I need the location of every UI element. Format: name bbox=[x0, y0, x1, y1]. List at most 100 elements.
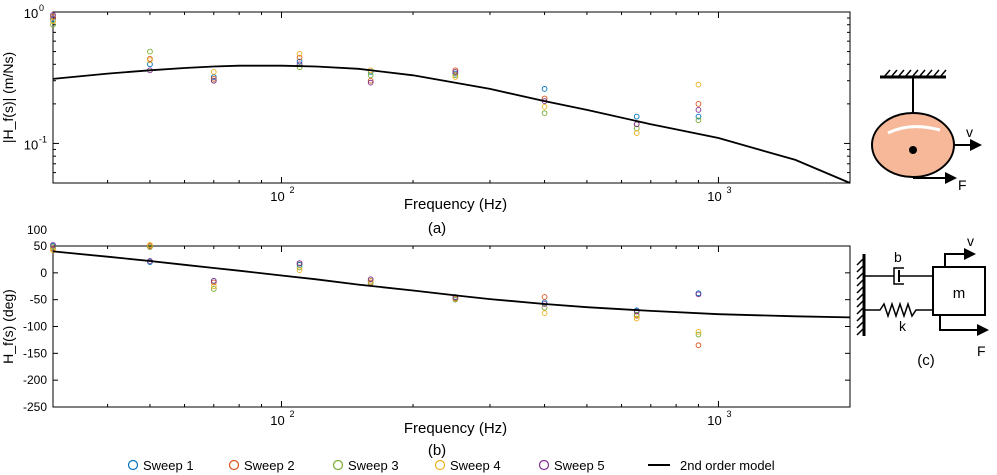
data-point bbox=[452, 70, 459, 77]
data-point bbox=[633, 130, 640, 136]
hatch-mark bbox=[932, 69, 940, 78]
y-tick-exponent: 0 bbox=[39, 3, 44, 13]
y-tick-label: -50 bbox=[30, 293, 48, 307]
x-tick-label: 10 bbox=[270, 413, 284, 428]
model-line bbox=[52, 250, 851, 319]
data-point bbox=[210, 279, 217, 286]
v-arrowhead-icon-bottom bbox=[964, 248, 976, 260]
data-point bbox=[147, 57, 153, 64]
data-point bbox=[50, 242, 56, 248]
axes-frame bbox=[52, 11, 851, 184]
data-point bbox=[147, 48, 153, 55]
data-point bbox=[50, 244, 56, 250]
hatch-mark bbox=[856, 306, 865, 315]
caption-c: (c) bbox=[917, 352, 935, 369]
mass-block bbox=[932, 266, 986, 316]
hatch-mark bbox=[856, 313, 865, 322]
wall-hatch bbox=[856, 257, 865, 336]
caption-b: (b) bbox=[428, 442, 446, 459]
data-point bbox=[210, 76, 217, 82]
data-point bbox=[633, 308, 640, 315]
f-arrow-line-bottom bbox=[939, 315, 977, 331]
legend-marker-icon bbox=[228, 459, 240, 471]
data-point bbox=[210, 77, 217, 84]
x-tick-exponent: 2 bbox=[289, 185, 294, 195]
data-point bbox=[50, 245, 56, 252]
data-point bbox=[296, 51, 303, 57]
data-point bbox=[695, 331, 702, 338]
data-point bbox=[541, 103, 548, 110]
caption-a: (a) bbox=[428, 220, 446, 237]
hatch-mark bbox=[856, 292, 865, 301]
data-point bbox=[695, 342, 702, 349]
data-point bbox=[296, 54, 303, 61]
legend-label: Sweep 5 bbox=[554, 458, 605, 473]
x-tick-exponent: 2 bbox=[289, 409, 294, 419]
x-tick-label: 10 bbox=[707, 413, 721, 428]
data-point bbox=[541, 86, 548, 92]
hatch-mark bbox=[856, 299, 865, 308]
y-axis-label: H_f(s) (deg) bbox=[0, 289, 16, 364]
attachment-point bbox=[909, 146, 917, 154]
hatch-mark bbox=[856, 327, 865, 336]
legend-label: Sweep 4 bbox=[450, 458, 501, 473]
v-arrow-line-bottom bbox=[944, 253, 964, 267]
b-label: b bbox=[894, 249, 902, 265]
y-tick-label: 0 bbox=[40, 266, 47, 280]
f-arrowhead-icon bbox=[945, 172, 957, 184]
hatch-mark bbox=[856, 278, 865, 287]
data-point bbox=[633, 315, 640, 322]
y-tick-label: -100 bbox=[23, 320, 47, 334]
mass-spring-damper-schematic: b k m v F bbox=[856, 233, 989, 359]
data-point bbox=[367, 79, 374, 86]
data-point bbox=[452, 69, 459, 75]
hatch-mark bbox=[856, 320, 865, 329]
mass-ellipse bbox=[871, 112, 955, 178]
data-point bbox=[695, 81, 702, 88]
ceiling-hatch bbox=[883, 69, 947, 78]
hatch-mark bbox=[856, 285, 865, 294]
legend-marker-icon bbox=[127, 459, 139, 471]
data-point bbox=[210, 286, 217, 292]
spring-coil bbox=[864, 301, 933, 319]
f-label-bottom: F bbox=[977, 343, 986, 359]
hatch-mark bbox=[911, 69, 919, 78]
hatch-mark bbox=[897, 69, 905, 78]
y-tick-label: -150 bbox=[23, 346, 47, 360]
data-point bbox=[541, 304, 548, 311]
data-point bbox=[695, 101, 702, 107]
m-label: m bbox=[953, 285, 966, 302]
y-tick-exponent: -1 bbox=[39, 134, 47, 144]
data-point bbox=[210, 283, 217, 290]
hanging-mass-schematic: v F bbox=[871, 69, 982, 193]
data-point bbox=[296, 261, 303, 268]
legend-label: Sweep 3 bbox=[348, 458, 399, 473]
panel-b-chart: 10 2 10 3 100 50 0 -50 -100 -150 -200 -250 Frequency… bbox=[0, 223, 851, 437]
data-point bbox=[695, 117, 702, 124]
y-axis-label: |H_f(s)| (m/Ns) bbox=[0, 52, 16, 143]
x-axis-label: Frequency (Hz) bbox=[404, 196, 507, 213]
hatch-mark bbox=[890, 69, 898, 78]
data-point bbox=[695, 329, 702, 335]
data-point bbox=[296, 264, 303, 271]
data-point bbox=[50, 18, 56, 25]
f-arrowhead-icon-bottom bbox=[977, 324, 989, 336]
data-point bbox=[367, 278, 374, 284]
data-point bbox=[296, 64, 303, 71]
hatch-mark bbox=[925, 69, 933, 78]
y-tick-label: -200 bbox=[23, 373, 47, 387]
data-point bbox=[50, 12, 56, 18]
damper-cylinder bbox=[893, 267, 904, 285]
data-point bbox=[147, 242, 153, 248]
y-tick-label: 10 bbox=[24, 6, 38, 21]
data-point bbox=[367, 276, 374, 283]
hatch-mark bbox=[904, 69, 912, 78]
hatch-mark bbox=[856, 264, 865, 273]
x-tick-label: 10 bbox=[270, 189, 284, 204]
x-tick-label: 10 bbox=[707, 189, 721, 204]
data-point bbox=[367, 72, 374, 79]
data-point bbox=[210, 69, 217, 75]
data-point bbox=[695, 107, 702, 113]
hatch-mark bbox=[856, 257, 865, 266]
legend-marker-icon bbox=[538, 459, 550, 471]
